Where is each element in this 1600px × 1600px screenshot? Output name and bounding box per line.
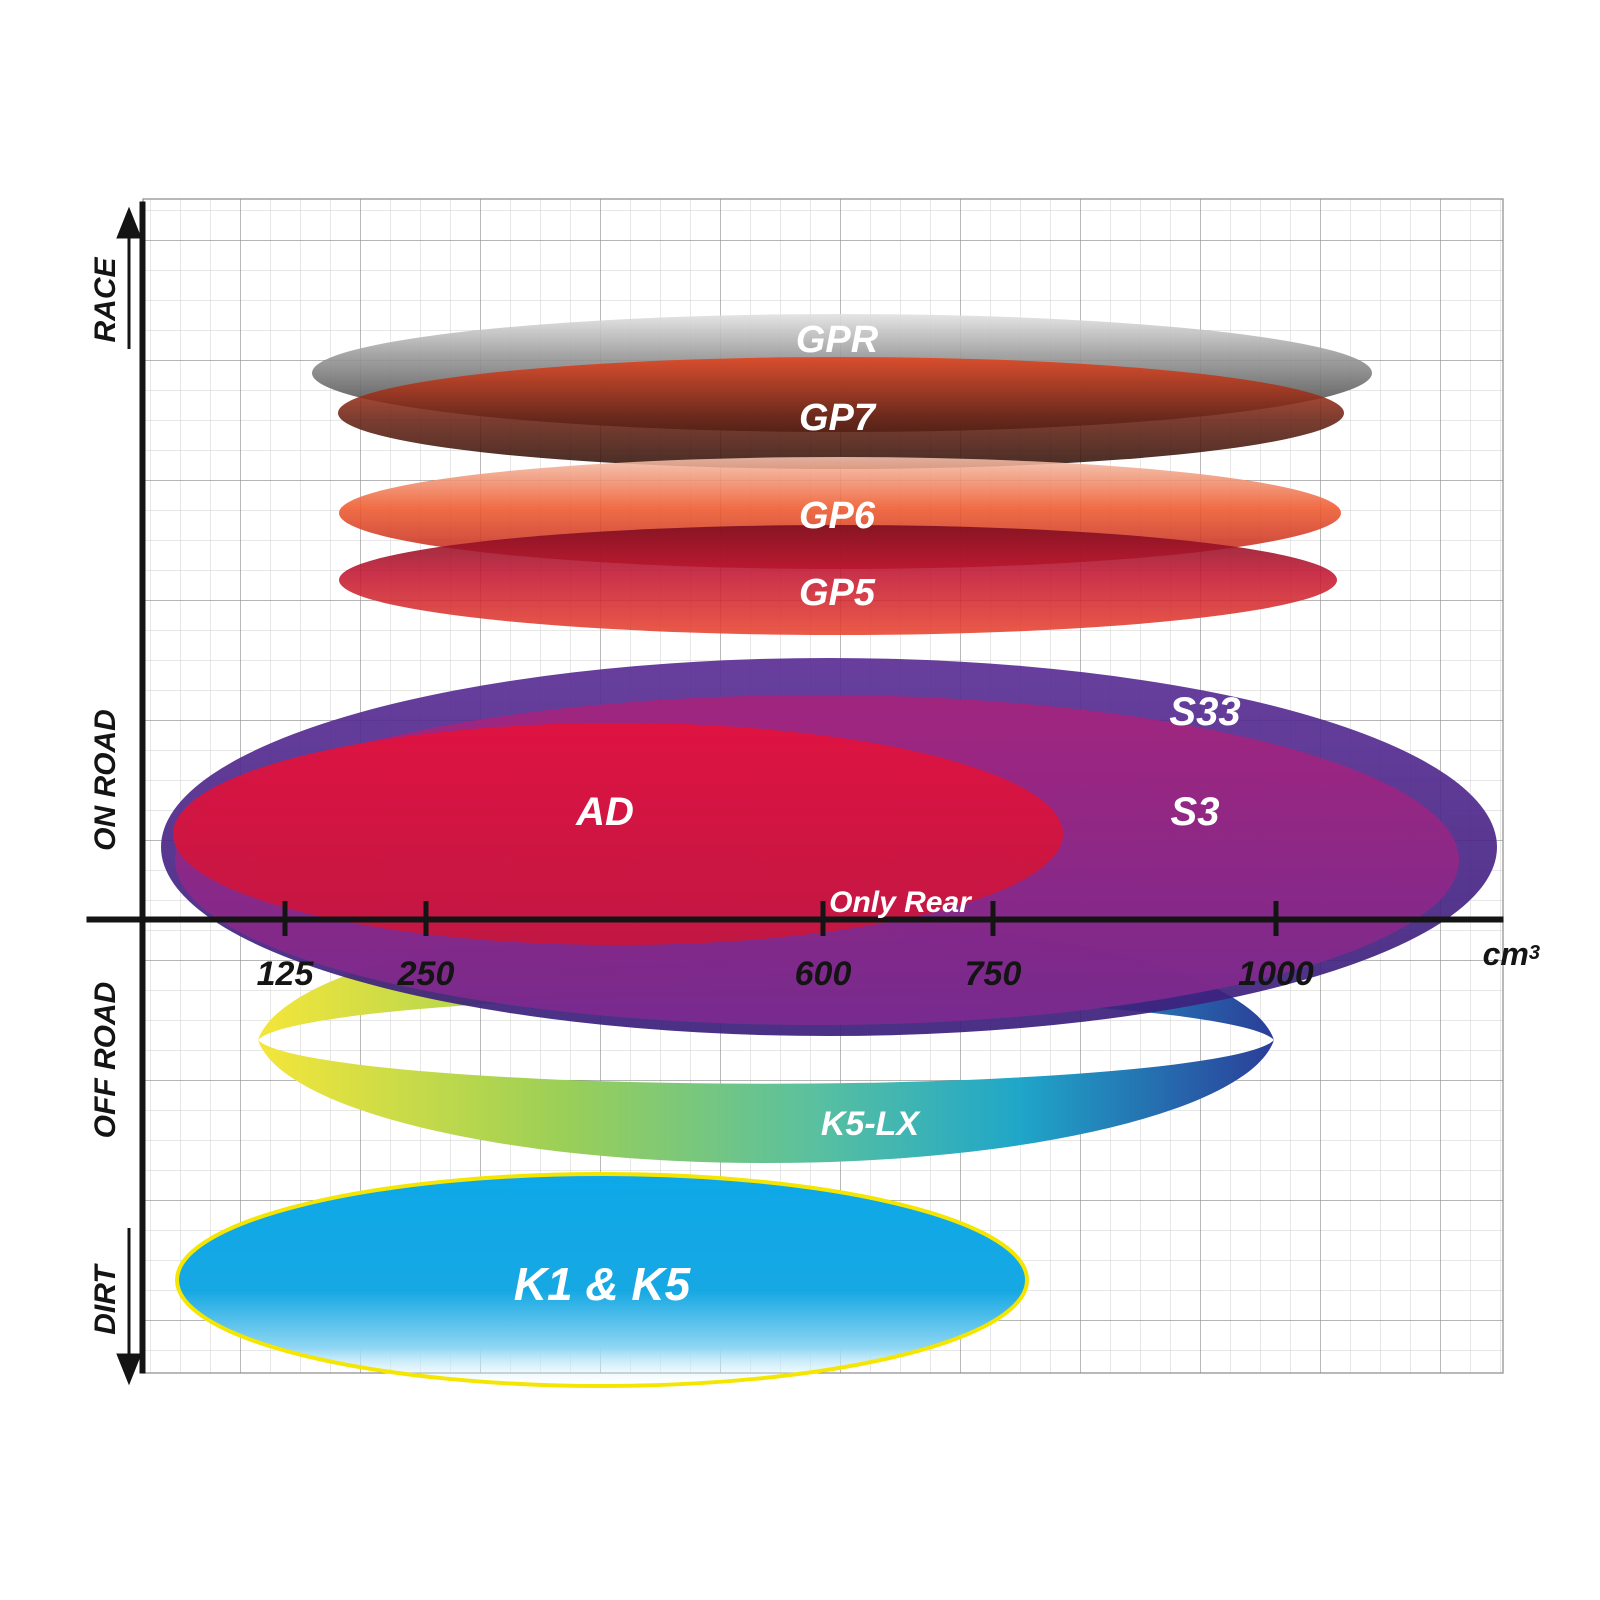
svg-text:K5-LX: K5-LX [821, 1105, 922, 1143]
svg-text:K1 & K5: K1 & K5 [514, 1258, 692, 1310]
svg-text:Only Rear: Only Rear [829, 886, 973, 919]
svg-text:GP5: GP5 [799, 572, 876, 614]
svg-text:S33: S33 [1169, 690, 1240, 734]
svg-text:GP6: GP6 [799, 495, 876, 537]
svg-text:GPR: GPR [796, 319, 879, 361]
svg-text:S3: S3 [1171, 790, 1220, 834]
svg-text:ON ROAD: ON ROAD [89, 709, 122, 851]
svg-text:1000: 1000 [1238, 955, 1314, 993]
svg-text:250: 250 [397, 955, 455, 993]
svg-text:600: 600 [795, 955, 852, 993]
svg-text:DIRT: DIRT [89, 1263, 122, 1335]
svg-text:125: 125 [257, 955, 315, 993]
svg-text:GP7: GP7 [799, 397, 877, 439]
svg-text:cm3: cm3 [1483, 936, 1540, 972]
svg-text:AD: AD [575, 790, 634, 834]
svg-text:OFF ROAD: OFF ROAD [89, 982, 122, 1139]
svg-text:750: 750 [965, 955, 1022, 993]
svg-text:RACE: RACE [89, 257, 122, 343]
